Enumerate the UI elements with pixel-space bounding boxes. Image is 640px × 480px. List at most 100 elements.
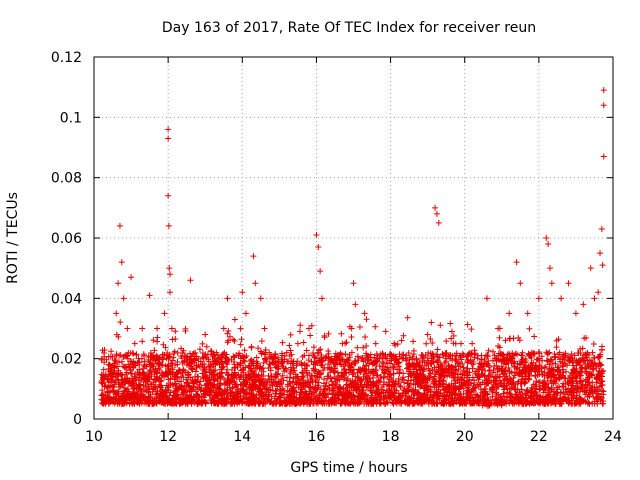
baseline-point [194,373,201,380]
baseline-point [182,325,189,332]
baseline-point [265,386,272,393]
baseline-point [593,388,600,395]
baseline-point [255,345,262,352]
baseline-point [323,394,330,401]
baseline-point [577,346,584,353]
data-point [483,295,490,302]
data-point [139,325,146,332]
baseline-point [600,367,607,374]
baseline-point [287,347,294,354]
baseline-point [351,358,358,365]
baseline-point [287,393,294,400]
baseline-point [157,378,164,385]
baseline-point [427,388,434,395]
baseline-point [328,390,335,397]
data-point [313,231,320,238]
baseline-point [189,384,196,391]
baseline-point [102,371,109,378]
baseline-point [274,365,281,372]
baseline-point [231,364,238,371]
baseline-point [254,360,261,367]
baseline-point [525,376,532,383]
baseline-point [524,398,531,405]
baseline-point [117,319,124,326]
baseline-point [258,338,265,345]
baseline-point [518,352,525,359]
baseline-point [415,372,422,379]
y-tick-label: 0.02 [51,352,82,368]
baseline-point [492,381,499,388]
baseline-point [544,358,551,365]
baseline-point [532,364,539,371]
baseline-point [207,347,214,354]
baseline-point [114,388,121,395]
baseline-point [152,384,159,391]
baseline-point [472,391,479,398]
baseline-point [455,397,462,404]
baseline-point [279,372,286,379]
baseline-point [122,364,129,371]
baseline-point [464,374,471,381]
baseline-point [286,378,293,385]
baseline-point [195,384,202,391]
baseline-point [303,367,310,374]
baseline-point [443,349,450,356]
baseline-point [261,380,268,387]
baseline-point [590,341,597,348]
baseline-point [331,375,338,382]
baseline-point [502,398,509,405]
baseline-point [478,356,485,363]
baseline-point [447,392,454,399]
baseline-point [360,344,367,351]
baseline-point [362,333,369,340]
data-point [469,340,476,347]
baseline-point [237,381,244,388]
baseline-point [287,383,294,390]
baseline-point [452,340,459,347]
baseline-point [579,345,586,352]
baseline-point [482,390,489,397]
baseline-point [145,393,152,400]
baseline-point [224,371,231,378]
baseline-point [218,354,225,361]
baseline-point [456,383,463,390]
baseline-point [448,369,455,376]
baseline-point [365,356,372,363]
baseline-point [437,322,444,329]
baseline-point [593,365,600,372]
data-point [261,325,268,332]
baseline-point [325,354,332,361]
baseline-point [143,363,150,370]
baseline-point [397,382,404,389]
baseline-point [443,338,450,345]
baseline-point [418,377,425,384]
baseline-point [195,392,202,399]
baseline-point [116,359,123,366]
baseline-point [418,393,425,400]
baseline-point [406,381,413,388]
baseline-point [311,359,318,366]
baseline-point [471,351,478,358]
baseline-point [247,357,254,364]
baseline-point [362,392,369,399]
baseline-point [297,322,304,329]
baseline-point [437,389,444,396]
baseline-point [223,387,230,394]
baseline-point [328,398,335,405]
plot-frame [93,56,614,420]
baseline-point [425,372,432,379]
baseline-point [209,353,216,360]
baseline-point [438,370,445,377]
baseline-point [447,320,454,327]
baseline-point [256,400,263,407]
baseline-point [448,335,455,342]
baseline-point [549,360,556,367]
baseline-point [145,400,152,407]
baseline-point [173,383,180,390]
baseline-point [417,384,424,391]
baseline-point [341,358,348,365]
baseline-point [306,384,313,391]
baseline-point [152,356,159,363]
baseline-point [208,397,215,404]
baseline-point [99,400,106,407]
